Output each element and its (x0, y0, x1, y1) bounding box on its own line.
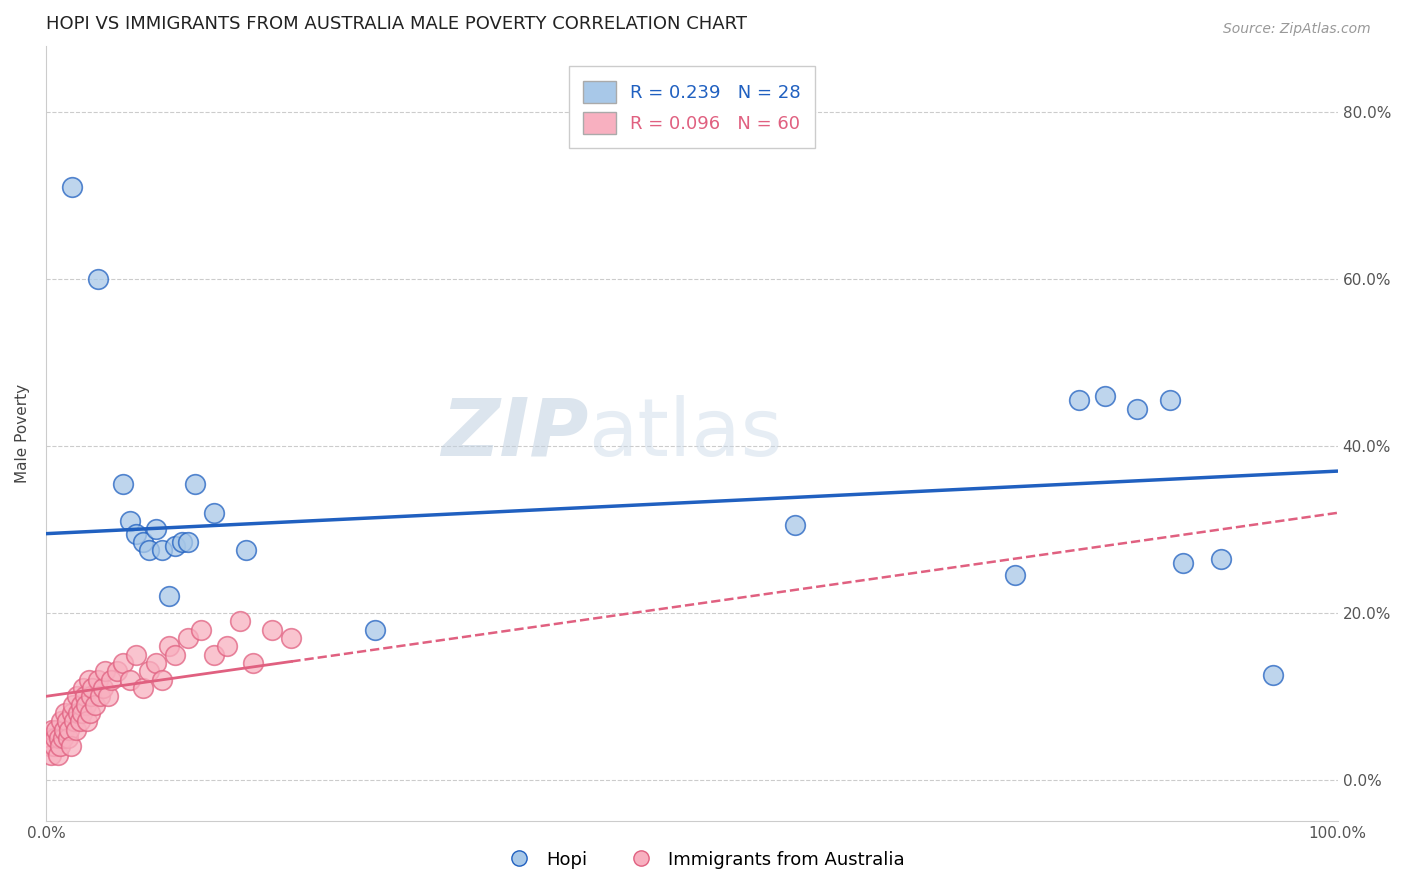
Point (70, 698, 93, 712)
Point (51, 714, 73, 729)
Point (157, 589, 180, 603)
Point (56, 731, 79, 745)
Point (97, 690, 120, 704)
Point (100, 673, 122, 687)
Point (66, 690, 89, 704)
Point (1211, 551, 1233, 566)
Point (53, 706, 76, 720)
Point (72, 681, 94, 695)
Point (42, 739, 65, 754)
Point (67, 706, 90, 720)
Point (1159, 393, 1181, 408)
Legend: R = 0.239   N = 28, R = 0.096   N = 60: R = 0.239 N = 28, R = 0.096 N = 60 (568, 66, 815, 148)
Point (75, 698, 97, 712)
Point (183, 476, 205, 491)
Point (1004, 568, 1026, 582)
Point (138, 665, 160, 679)
Point (165, 648, 187, 662)
Point (112, 656, 135, 670)
Point (1171, 556, 1194, 570)
Point (235, 543, 257, 558)
Point (77, 673, 100, 687)
Point (145, 656, 167, 670)
Text: ZIP: ZIP (441, 394, 589, 473)
Point (52, 731, 75, 745)
Point (38, 739, 60, 754)
Point (1069, 393, 1091, 408)
Point (63, 714, 86, 729)
Point (132, 681, 155, 695)
Point (44, 731, 66, 745)
Point (177, 535, 200, 549)
Point (228, 614, 250, 628)
Point (86, 673, 108, 687)
Point (785, 518, 807, 533)
Point (215, 640, 238, 654)
Point (48, 731, 70, 745)
Y-axis label: Male Poverty: Male Poverty (15, 384, 30, 483)
Point (46, 747, 69, 762)
Point (41, 723, 63, 737)
Point (79, 706, 101, 720)
Point (58, 723, 80, 737)
Point (39, 747, 62, 762)
Point (118, 514, 141, 528)
Point (73, 690, 96, 704)
Point (165, 539, 187, 553)
Point (1094, 389, 1116, 403)
Point (84, 698, 107, 712)
Point (94, 665, 117, 679)
Point (170, 535, 193, 549)
Point (80, 690, 103, 704)
Point (157, 640, 180, 654)
Point (82, 681, 104, 695)
Point (105, 665, 128, 679)
Point (177, 631, 200, 645)
Point (69, 714, 91, 729)
Point (280, 631, 302, 645)
Point (70, 706, 93, 720)
Point (242, 656, 264, 670)
Text: HOPI VS IMMIGRANTS FROM AUSTRALIA MALE POVERTY CORRELATION CHART: HOPI VS IMMIGRANTS FROM AUSTRALIA MALE P… (46, 15, 747, 33)
Point (202, 506, 225, 520)
Point (86, 272, 108, 286)
Point (38, 731, 60, 745)
Text: Source: ZipAtlas.com: Source: ZipAtlas.com (1223, 22, 1371, 37)
Point (53, 723, 76, 737)
Point (65, 723, 87, 737)
Point (1261, 668, 1284, 682)
Point (118, 673, 141, 687)
Point (49, 739, 72, 754)
Point (55, 714, 77, 729)
Point (76, 714, 98, 729)
Point (60, 706, 83, 720)
Point (59, 739, 82, 754)
Point (190, 623, 212, 637)
Point (1126, 401, 1149, 416)
Point (364, 623, 387, 637)
Point (138, 543, 160, 558)
Point (260, 623, 283, 637)
Point (62, 698, 84, 712)
Legend: Hopi, Immigrants from Australia: Hopi, Immigrants from Australia (494, 844, 912, 876)
Point (202, 648, 225, 662)
Point (132, 535, 155, 549)
Point (89, 690, 111, 704)
Point (91, 681, 114, 695)
Point (150, 673, 173, 687)
Point (145, 523, 167, 537)
Point (125, 648, 148, 662)
Point (150, 543, 173, 558)
Point (125, 526, 148, 541)
Point (112, 476, 135, 491)
Point (45, 723, 67, 737)
Point (60, 180, 83, 194)
Text: atlas: atlas (589, 394, 783, 473)
